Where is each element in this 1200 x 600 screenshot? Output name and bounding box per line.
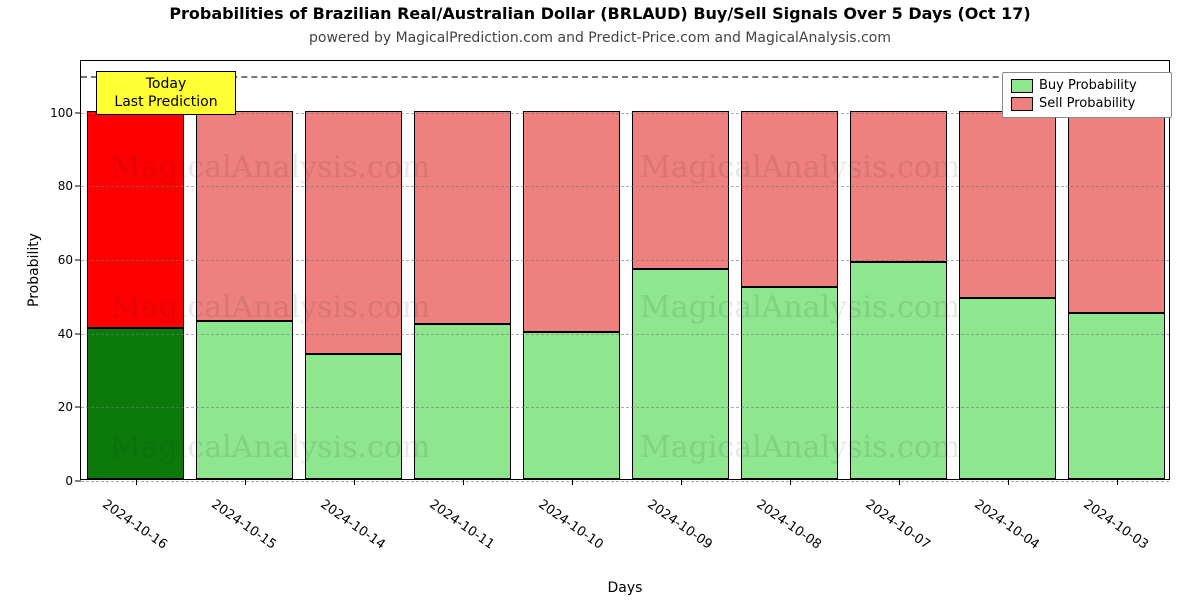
sell-bar [414, 111, 511, 325]
x-tick-label: 2024-10-08 [753, 497, 824, 553]
chart-subtitle: powered by MagicalPrediction.com and Pre… [0, 30, 1200, 46]
x-tick-label: 2024-10-14 [317, 497, 388, 553]
plot-area: 0204060801002024-10-162024-10-152024-10-… [80, 60, 1170, 480]
buy-bar [959, 298, 1056, 479]
bar-slot [741, 61, 838, 479]
x-tick-mark [572, 479, 573, 485]
legend-item: Buy Probability [1011, 77, 1163, 95]
buy-bar [632, 269, 729, 479]
grid-line [81, 334, 1169, 335]
buy-bar [523, 332, 620, 479]
today-annotation-line: Last Prediction [107, 93, 225, 111]
x-tick-label: 2024-10-09 [644, 497, 715, 553]
x-tick-mark [1008, 479, 1009, 485]
bar-slot [414, 61, 511, 479]
y-tick-mark [75, 112, 81, 113]
bars-layer [81, 61, 1169, 479]
sell-bar [305, 111, 402, 354]
sell-bar [196, 111, 293, 321]
x-tick-label: 2024-10-03 [1080, 497, 1151, 553]
bar-slot [305, 61, 402, 479]
x-tick-mark [1117, 479, 1118, 485]
x-tick-label: 2024-10-16 [99, 497, 170, 553]
x-tick-label: 2024-10-10 [535, 497, 606, 553]
x-tick-mark [899, 479, 900, 485]
chart-container: Probabilities of Brazilian Real/Australi… [0, 0, 1200, 600]
grid-line [81, 186, 1169, 187]
y-tick-mark [75, 407, 81, 408]
buy-bar [1068, 313, 1165, 479]
sell-bar [1068, 111, 1165, 314]
sell-bar [959, 111, 1056, 299]
x-tick-mark [354, 479, 355, 485]
bar-slot [196, 61, 293, 479]
x-tick-label: 2024-10-11 [426, 497, 497, 553]
grid-line [81, 407, 1169, 408]
x-tick-mark [790, 479, 791, 485]
buy-bar [414, 324, 511, 479]
bar-slot [87, 61, 184, 479]
bar-slot [523, 61, 620, 479]
legend-item: Sell Probability [1011, 95, 1163, 113]
y-tick-mark [75, 333, 81, 334]
legend: Buy ProbabilitySell Probability [1002, 72, 1172, 118]
bar-slot [632, 61, 729, 479]
y-axis-label: Probability [26, 233, 42, 307]
buy-bar [87, 328, 184, 479]
x-axis-label: Days [608, 580, 643, 596]
buy-bar [741, 287, 838, 479]
bar-slot [850, 61, 947, 479]
sell-bar [632, 111, 729, 269]
x-tick-mark [245, 479, 246, 485]
legend-swatch [1011, 79, 1033, 93]
y-tick-mark [75, 186, 81, 187]
x-tick-mark [463, 479, 464, 485]
y-tick-mark [75, 481, 81, 482]
legend-label: Buy Probability [1039, 77, 1137, 95]
x-tick-label: 2024-10-15 [208, 497, 279, 553]
today-annotation: TodayLast Prediction [96, 71, 236, 115]
bar-slot [1068, 61, 1165, 479]
legend-swatch [1011, 97, 1033, 111]
sell-bar [87, 111, 184, 328]
today-annotation-line: Today [107, 75, 225, 93]
chart-title: Probabilities of Brazilian Real/Australi… [0, 4, 1200, 23]
y-tick-mark [75, 259, 81, 260]
buy-bar [305, 354, 402, 479]
sell-bar [523, 111, 620, 332]
legend-label: Sell Probability [1039, 95, 1135, 113]
x-tick-mark [681, 479, 682, 485]
buy-bar [850, 262, 947, 479]
bar-slot [959, 61, 1056, 479]
x-tick-mark [136, 479, 137, 485]
x-tick-label: 2024-10-07 [862, 497, 933, 553]
grid-line [81, 260, 1169, 261]
buy-bar [196, 321, 293, 479]
x-tick-label: 2024-10-04 [971, 497, 1042, 553]
